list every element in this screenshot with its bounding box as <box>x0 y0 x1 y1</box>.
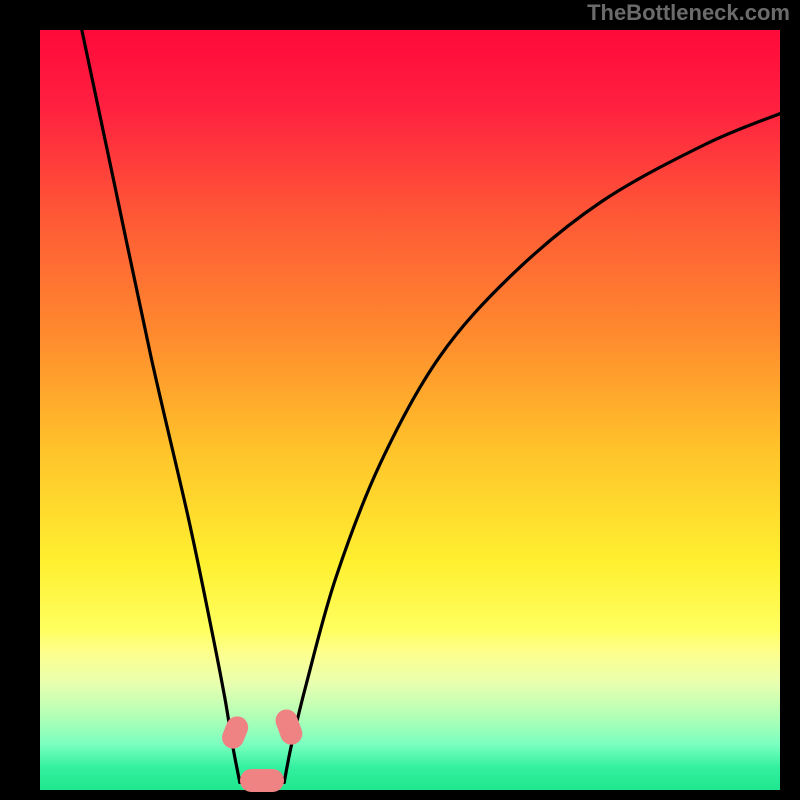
plot-area <box>40 30 780 790</box>
dip-marker <box>240 769 284 792</box>
curve-left-branch <box>77 30 240 782</box>
curve-right-branch <box>284 114 780 783</box>
watermark-text: TheBottleneck.com <box>587 0 790 26</box>
curve-svg <box>40 30 780 790</box>
